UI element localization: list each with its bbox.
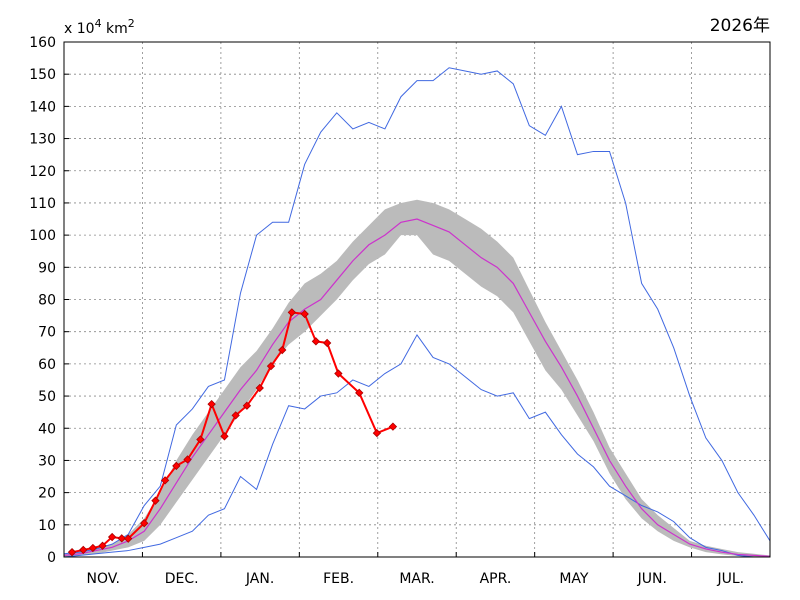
grid-lines <box>64 42 770 557</box>
series-point-2026 <box>242 401 252 410</box>
series-layer <box>63 67 771 558</box>
unit-name-exponent: 2 <box>128 17 135 30</box>
series-point-2026 <box>388 422 398 431</box>
series-line-mean <box>63 218 771 557</box>
y-axis-unit-label: x 104 km2 <box>64 17 135 37</box>
y-tick-label: 90 <box>38 260 56 276</box>
y-tick-label: 80 <box>38 293 56 309</box>
x-month-label: APR. <box>480 571 512 587</box>
x-month-label: JUL. <box>716 571 744 587</box>
y-tick-label: 20 <box>38 486 56 502</box>
series-point-2026 <box>372 428 382 438</box>
series-point-2026 <box>207 399 216 409</box>
y-axis-ticks: 0 10 20 30 40 50 60 70 80 90 100 110 120 130 140 150 160 <box>29 35 69 566</box>
x-month-label: NOV. <box>86 571 119 587</box>
y-tick-label: 40 <box>38 421 56 437</box>
y-tick-label: 130 <box>29 132 56 148</box>
y-tick-label: 160 <box>29 35 56 51</box>
chart-title: 2026年 <box>710 16 770 36</box>
x-month-label: JUN. <box>637 571 667 587</box>
y-tick-label: 50 <box>38 389 56 405</box>
y-tick-label: 140 <box>29 99 56 115</box>
unit-exponent: 4 <box>95 17 102 30</box>
series-point-2026 <box>311 337 321 346</box>
series-point-2026 <box>287 308 297 317</box>
series-line-2026 <box>71 311 394 554</box>
series-point-2026 <box>151 496 160 505</box>
series-line-max <box>63 67 771 555</box>
series-point-2026 <box>67 548 77 557</box>
y-tick-label: 150 <box>29 67 56 83</box>
series-point-2026 <box>300 309 309 319</box>
series-point-2026 <box>220 432 229 441</box>
y-tick-label: 100 <box>29 228 56 244</box>
series-point-2026 <box>334 369 343 378</box>
y-tick-label: 70 <box>38 325 56 341</box>
series-point-2026 <box>88 543 98 553</box>
x-month-label: DEC. <box>165 571 199 587</box>
series-point-2026 <box>117 534 126 543</box>
series-line-min <box>63 333 770 558</box>
x-axis-month-labels: NOV. DEC. JAN. FEB. MAR. APR. MAY JUN. JUL. <box>86 552 744 587</box>
y-tick-label: 0 <box>47 550 56 566</box>
series-point-2026 <box>140 519 149 528</box>
series-point-2026 <box>124 534 133 543</box>
y-tick-label: 10 <box>38 518 56 534</box>
series-point-2026 <box>266 361 276 371</box>
series-point-2026 <box>79 545 88 555</box>
x-month-label: MAR. <box>399 571 434 587</box>
series-point-2026 <box>278 345 287 355</box>
y-tick-label: 120 <box>29 164 56 180</box>
y-tick-label: 30 <box>38 453 56 469</box>
x-month-label: JAN. <box>245 571 274 587</box>
y-tick-label: 110 <box>29 196 56 212</box>
series-point-2026 <box>255 383 264 393</box>
series-point-2026 <box>355 388 364 398</box>
series-point-2026 <box>107 532 117 542</box>
unit-prefix: x 10 <box>64 21 95 37</box>
series-point-2026 <box>322 338 332 348</box>
unit-name: km <box>102 21 128 37</box>
x-month-label: MAY <box>559 571 589 587</box>
series-point-2026 <box>160 476 170 485</box>
series-point-2026 <box>98 541 107 550</box>
y-tick-label: 60 <box>38 357 56 373</box>
x-month-label: FEB. <box>323 571 354 587</box>
series-point-2026 <box>172 461 181 471</box>
series-point-2026 <box>231 411 240 420</box>
series-point-2026 <box>196 435 205 444</box>
series-point-2026 <box>183 455 192 464</box>
